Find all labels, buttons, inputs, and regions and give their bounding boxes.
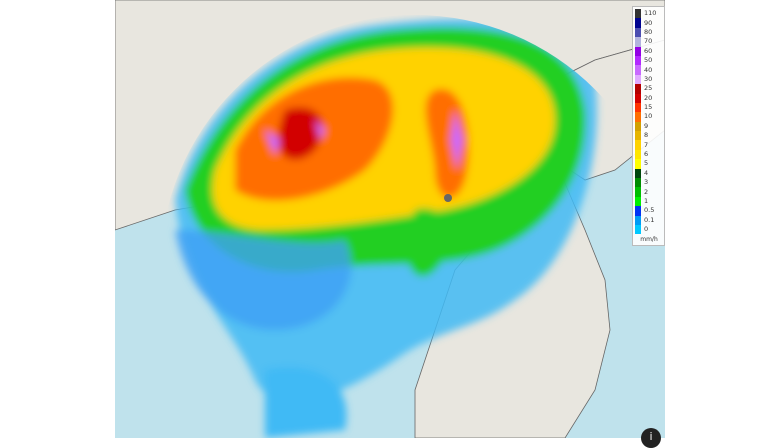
legend-label: 1 [644, 197, 649, 205]
legend-label: 3 [644, 178, 649, 187]
legend-swatch [635, 149, 641, 160]
info-icon[interactable]: i [641, 428, 661, 448]
legend-label: 15 [644, 103, 653, 112]
legend-level: 15 [635, 102, 663, 113]
legend-swatch [635, 159, 641, 169]
precipitation-legend: 110 90 80 70 60 50 40 30 25 20 15 10 9 8 7 6 5 4 3 2 1 0.5 0.1… [632, 6, 665, 247]
radar-map[interactable] [115, 0, 665, 438]
legend-label: 50 [644, 56, 653, 65]
legend-level: 60 [635, 46, 663, 56]
legend-level: 30 [635, 74, 663, 85]
legend-label: 40 [644, 65, 653, 74]
legend-label: 30 [644, 74, 653, 83]
legend-level: 80 [635, 27, 663, 38]
legend-swatch [635, 224, 641, 235]
echo-very-intense-rain [278, 107, 324, 160]
legend-level: 110 [635, 9, 663, 19]
legend-level: 40 [635, 65, 663, 75]
legend-swatch [635, 55, 641, 66]
legend-swatch [635, 178, 641, 188]
legend-label: 6 [644, 150, 649, 159]
legend-level: 7 [635, 140, 663, 150]
legend-swatch [635, 168, 641, 179]
legend-swatch [635, 206, 641, 216]
echo-intense-rain-east [425, 88, 469, 199]
legend-level: 9 [635, 121, 663, 132]
legend-level: 50 [635, 55, 663, 66]
legend-level: 70 [635, 37, 663, 47]
legend-label: 4 [644, 168, 649, 177]
legend-label: 2 [644, 187, 649, 196]
legend-swatch [635, 140, 641, 150]
echo-south-rain [265, 367, 347, 438]
legend-swatch [635, 9, 641, 19]
echo-southwest-rain [175, 230, 352, 330]
legend-level: 90 [635, 18, 663, 28]
legend-unit: mm/h [640, 236, 658, 244]
legend-label: 10 [644, 112, 653, 121]
legend-swatch [635, 187, 641, 197]
legend-level: 3 [635, 178, 663, 188]
legend-swatch [635, 93, 641, 103]
legend-label: 8 [644, 131, 649, 140]
legend-swatch [635, 74, 641, 85]
legend-level: 8 [635, 131, 663, 141]
legend-label: 5 [644, 159, 649, 168]
legend-label: 110 [644, 9, 657, 18]
legend-level: 25 [635, 84, 663, 94]
legend-label: 25 [644, 84, 653, 93]
legend-label: 20 [644, 93, 653, 102]
legend-swatch [635, 102, 641, 113]
legend-level: 2 [635, 187, 663, 197]
legend-swatch [635, 215, 641, 225]
legend-swatch [635, 37, 641, 47]
legend-label: 60 [644, 46, 653, 55]
legend-level: 10 [635, 112, 663, 122]
legend-label: 9 [644, 121, 649, 130]
legend-level: 6 [635, 149, 663, 160]
legend-swatch [635, 65, 641, 75]
legend-label: 0.1 [644, 215, 655, 224]
legend-label: 7 [644, 140, 649, 149]
legend-swatch [635, 131, 641, 141]
legend-swatch [635, 84, 641, 94]
echo-extreme-rain-east [451, 110, 463, 170]
legend-label: 90 [644, 18, 653, 27]
legend-level: 0.1 [635, 215, 663, 225]
legend-level: 1 [635, 196, 663, 207]
echo-central-rain [406, 208, 450, 277]
legend-swatch [635, 27, 641, 38]
legend-level: 20 [635, 93, 663, 103]
legend-swatch [635, 18, 641, 28]
legend-swatch [635, 196, 641, 207]
radar-map-canvas [115, 0, 665, 438]
legend-label: 0.5 [644, 206, 655, 215]
legend-level: 4 [635, 168, 663, 179]
legend-label: 0 [644, 225, 649, 234]
legend-swatch [635, 121, 641, 132]
radar-echoes [175, 18, 597, 438]
legend-swatch [635, 46, 641, 56]
legend-swatch [635, 112, 641, 122]
legend-level: 0 [635, 224, 663, 235]
legend-label: 80 [644, 27, 653, 36]
legend-level: 0.5 [635, 206, 663, 216]
legend-level: 5 [635, 159, 663, 169]
legend-label: 70 [644, 37, 653, 46]
radar-site-marker [444, 194, 452, 202]
